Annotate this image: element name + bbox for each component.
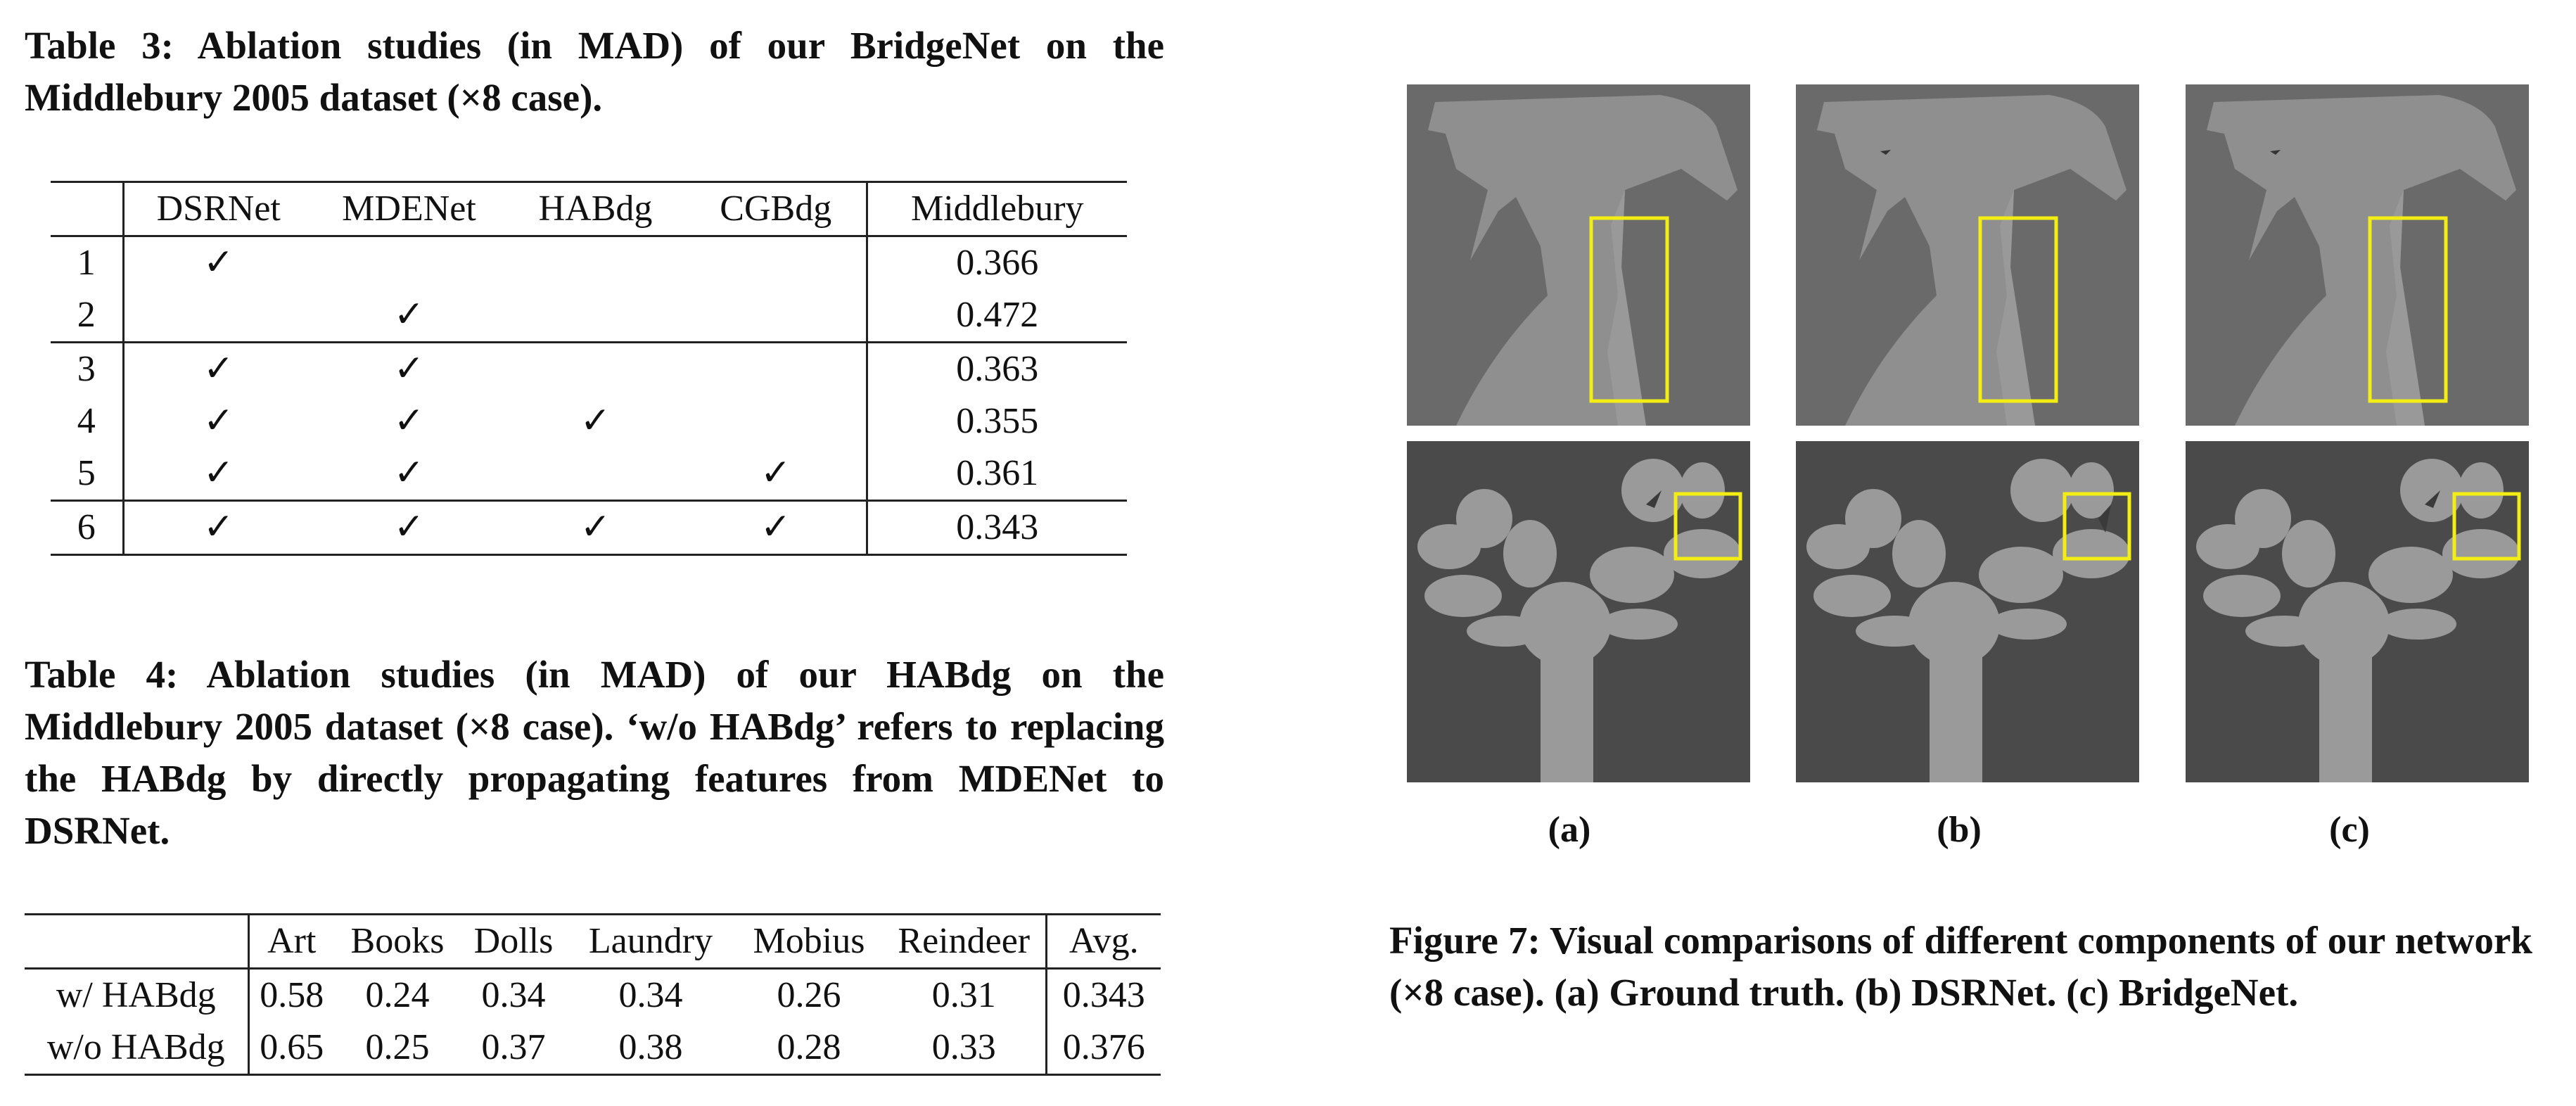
table3-header-row: DSRNet MDENet HABdg CGBdg Middlebury — [51, 181, 1127, 237]
table-cell: ✓ — [313, 341, 505, 395]
table-cell: ✓ — [393, 453, 425, 493]
table4-header-cell: Art — [248, 913, 334, 970]
table4: Art Books Dolls Laundry Mobius Reindeer … — [25, 913, 1161, 1076]
table-cell: ✓ — [203, 243, 234, 283]
table3-header-cell: Middlebury — [867, 181, 1127, 237]
table-cell: 0.38 — [566, 1022, 735, 1076]
table-cell: 0.33 — [883, 1022, 1047, 1076]
table-row: 4 ✓ ✓ ✓ 0.355 — [51, 395, 1127, 447]
table4-header-row: Art Books Dolls Laundry Mobius Reindeer … — [25, 913, 1161, 970]
table-cell: ✓ — [393, 295, 425, 335]
table-cell — [123, 289, 313, 343]
table3-header-cell: HABdg — [505, 181, 686, 237]
table-cell: 4 — [51, 395, 125, 447]
table3-header-cell — [51, 181, 125, 237]
table-cell — [313, 236, 505, 290]
figure7-panel-reindeer-dsrnet — [1796, 441, 2139, 782]
table-cell: 0.24 — [365, 975, 430, 1015]
table-cell: 0.472 — [956, 295, 1039, 335]
table-cell: ✓ — [313, 500, 505, 556]
table-cell: 0.37 — [461, 1022, 566, 1076]
table3-header-cell: DSRNet — [123, 181, 313, 237]
table-cell — [686, 236, 868, 289]
table-cell: 0.65 — [248, 1022, 334, 1076]
table-cell: w/o HABdg — [25, 1022, 250, 1076]
table-cell: ✓ — [393, 401, 425, 441]
table-cell — [505, 289, 686, 343]
table4-header-cell: Avg. — [1046, 913, 1161, 970]
table-cell: 0.343 — [867, 500, 1127, 556]
table-cell: w/ HABdg — [25, 968, 250, 1022]
table-row: w/o HABdg 0.65 0.25 0.37 0.38 0.28 0.33 … — [25, 1022, 1161, 1076]
table-cell: 0.363 — [867, 341, 1127, 395]
table-cell: 0.361 — [956, 453, 1039, 493]
table-cell: 0.376 — [1046, 1022, 1161, 1076]
table-cell: 0.366 — [956, 243, 1039, 283]
table-cell: 0.25 — [334, 1022, 461, 1076]
table-cell: ✓ — [123, 500, 313, 556]
table-cell: 3 — [51, 341, 125, 395]
table-cell: ✓ — [505, 500, 686, 556]
table-cell: 0.34 — [481, 975, 546, 1015]
figure7-panel-bottle-bridgenet — [2186, 84, 2529, 426]
figure7-panel-reindeer-ground-truth — [1407, 441, 1750, 782]
table-row: 5 ✓ ✓ ✓ 0.361 — [51, 447, 1127, 501]
table-row: 6 ✓ ✓ ✓ ✓ 0.343 — [51, 500, 1127, 556]
table-cell: ✓ — [686, 500, 868, 556]
table-row: 3 ✓ ✓ 0.363 — [51, 341, 1127, 395]
table-cell: 6 — [51, 500, 125, 556]
table-row: w/ HABdg 0.58 0.24 0.34 0.34 0.26 0.31 0… — [25, 968, 1161, 1022]
table-row: 1 ✓ 0.366 — [51, 236, 1127, 290]
table-cell: 0.31 — [883, 968, 1047, 1022]
table-cell: ✓ — [580, 401, 611, 441]
table-cell — [686, 289, 868, 343]
table3-header-cell: MDENet — [313, 181, 505, 237]
table-cell: ✓ — [203, 453, 234, 493]
figure7-caption: Figure 7: Visual comparisons of differen… — [1389, 919, 2532, 1014]
table-cell: 2 — [51, 289, 125, 343]
table-cell: 0.26 — [777, 975, 841, 1015]
table4-header-cell: Reindeer — [883, 913, 1047, 970]
table3: DSRNet MDENet HABdg CGBdg Middlebury 1 ✓… — [51, 181, 1127, 556]
figure7-label-a: (a) — [1548, 810, 1591, 850]
table3-header-cell: CGBdg — [686, 181, 868, 237]
table-row: 2 ✓ 0.472 — [51, 289, 1127, 343]
table-cell: 0.34 — [618, 975, 683, 1015]
table-cell — [686, 341, 868, 395]
figure7-label-b: (b) — [1937, 810, 1982, 850]
table-cell: 0.58 — [260, 975, 324, 1015]
figure7-panel-bottle-ground-truth — [1407, 84, 1750, 426]
table-cell — [505, 447, 686, 501]
table-cell: ✓ — [686, 447, 868, 501]
table3-caption: Table 3: Ablation studies (in MAD) of ou… — [25, 24, 1164, 119]
table-cell: 1 — [51, 236, 125, 289]
table4-header-cell: Dolls — [461, 913, 566, 970]
table4-caption: Table 4: Ablation studies (in MAD) of ou… — [25, 653, 1164, 852]
table-cell: ✓ — [123, 341, 313, 395]
table-cell: ✓ — [203, 401, 234, 441]
table4-header-cell: Mobius — [735, 913, 883, 970]
table-cell: 0.343 — [1062, 975, 1145, 1015]
table-cell — [686, 395, 868, 447]
figure7-panel-reindeer-bridgenet — [2186, 441, 2529, 782]
table-cell — [505, 341, 686, 395]
table4-header-cell: Books — [334, 913, 461, 970]
table-cell: 0.28 — [735, 1022, 883, 1076]
table-cell: 5 — [51, 447, 125, 501]
table-cell: 0.355 — [956, 401, 1039, 441]
figure7-panel-bottle-dsrnet — [1796, 84, 2139, 426]
figure7-label-c: (c) — [2329, 810, 2370, 850]
table4-header-cell: Laundry — [566, 913, 735, 970]
table4-header-cell — [25, 913, 250, 970]
table-cell — [505, 236, 686, 290]
